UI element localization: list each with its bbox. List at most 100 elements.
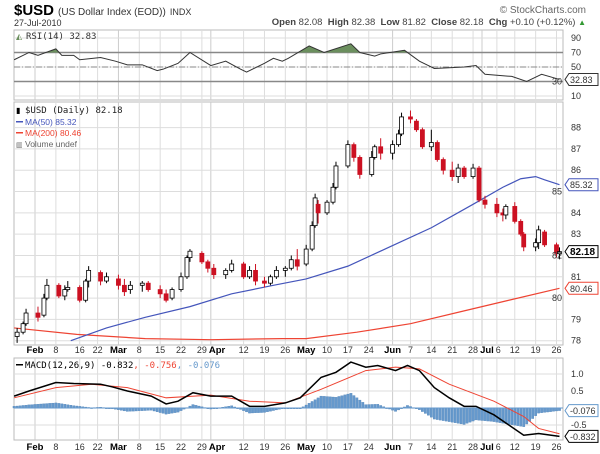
x-tick-label: Jul (480, 345, 494, 356)
candle-body (554, 244, 559, 254)
macd-histogram-bar (519, 407, 523, 427)
candle-body (494, 203, 500, 214)
macd-histogram-bar (489, 407, 493, 422)
candle-body (315, 203, 321, 214)
macd-histogram-bar (328, 396, 332, 409)
candle-body (428, 142, 434, 148)
macd-histogram-bar (251, 407, 254, 414)
x-tick-label: 22 (93, 442, 103, 452)
candle-body (369, 157, 375, 175)
x-tick-label: 10 (322, 345, 332, 355)
candlestick (521, 232, 527, 252)
x-tick-label: Feb (27, 345, 44, 356)
close-last-value-tag-text: 82.18 (570, 247, 595, 258)
macd-histogram-bar (33, 404, 37, 409)
price-tick-label: 78 (571, 336, 581, 346)
candle-body (199, 252, 205, 263)
x-tick-label: 26 (280, 345, 290, 355)
macd-histogram-bar (254, 407, 257, 413)
candle-body (378, 146, 384, 154)
macd-histogram-bar (176, 407, 180, 413)
symbol: $USD (14, 2, 55, 19)
x-tick-label: 26 (280, 442, 290, 452)
ma200-last-value-tag-box (564, 281, 599, 295)
candle-body (77, 287, 83, 301)
candlestick (351, 142, 357, 162)
candlestick (303, 244, 309, 267)
candle-body (262, 280, 267, 284)
macd-histogram-bar (266, 407, 269, 412)
candle-body (56, 284, 62, 297)
candle-body (476, 167, 482, 201)
candle-body (139, 282, 145, 286)
candlestick (229, 259, 235, 273)
close-last-value-tag-box (564, 245, 599, 259)
macd-legend: MACD(12,26,9) -0.832, -0.756, -0.076 (25, 361, 220, 371)
candlestick (309, 221, 315, 252)
ma200-legend: MA(200) 80.46 (25, 128, 81, 138)
macd-histogram-bar (170, 407, 174, 414)
macd-histogram-bar (421, 407, 424, 412)
candlestick (86, 266, 92, 288)
candle-body (104, 276, 109, 282)
candlestick (408, 110, 413, 124)
macd-histogram-bar (462, 407, 466, 425)
macd-histogram-bar (39, 403, 43, 409)
x-tick-label: 8 (137, 442, 142, 452)
macd-histogram-bar (36, 404, 40, 409)
macd-histogram-bar (340, 395, 344, 409)
candlestick (14, 327, 20, 343)
candlestick (288, 255, 294, 271)
x-tick-label: 29 (197, 345, 207, 355)
candlestick (211, 264, 217, 279)
candle-body (178, 276, 184, 290)
candlestick (345, 140, 351, 169)
candle-body (229, 263, 235, 271)
rsi-tick-label: 30 (552, 77, 562, 87)
candle-body (455, 167, 461, 178)
ma200-last-value-tag-text: 80.46 (570, 284, 593, 294)
macd-histogram-bar (364, 404, 368, 409)
x-tick-label: 19 (531, 442, 541, 452)
candle-body (169, 289, 175, 299)
candle-body (536, 229, 542, 244)
candlestick (449, 161, 455, 181)
candle-body (434, 142, 440, 160)
candle-body (20, 323, 26, 333)
candlestick (20, 321, 26, 335)
price-legend-icon: ▮ (16, 106, 20, 115)
x-tick-label: 21 (447, 345, 457, 355)
macd-histogram-bar (447, 407, 451, 422)
low-label: Low (380, 17, 400, 28)
x-tick-label: 7 (408, 345, 413, 355)
macd-histogram-bar (322, 396, 326, 409)
rsi-last-value-tag: 32.83 (564, 72, 599, 86)
candlestick (476, 165, 482, 203)
open-label: Open (271, 17, 297, 28)
x-tick-label: Jul (480, 442, 494, 453)
candlestick (333, 161, 339, 190)
x-tick-label: 26 (551, 345, 561, 355)
macd-histogram-bar (498, 407, 502, 423)
candle-body (309, 225, 315, 250)
candlestick (324, 200, 330, 215)
macd-histogram-bar (167, 407, 171, 414)
candlestick (104, 272, 109, 284)
x-tick-label: Feb (27, 442, 44, 453)
symbol-name: (US Dollar Index (EOD)) (58, 7, 166, 18)
price-tick-label: 82 (552, 250, 562, 260)
chart-date: 27-Jul-2010 (14, 18, 62, 28)
x-tick-label: 12 (239, 345, 249, 355)
macd-histogram-bar (173, 407, 177, 413)
candle-body (83, 280, 89, 301)
rsi-tick-label: 50 (571, 62, 581, 72)
x-tick-label: 22 (176, 442, 186, 452)
candlestick (419, 127, 425, 149)
macd-histogram-bar (513, 407, 517, 426)
macd-histogram-bar (51, 402, 55, 409)
candlestick (127, 281, 133, 294)
close-last-value-tag: 82.18 (564, 245, 599, 259)
candlestick (372, 144, 378, 160)
candle-body (461, 167, 467, 178)
